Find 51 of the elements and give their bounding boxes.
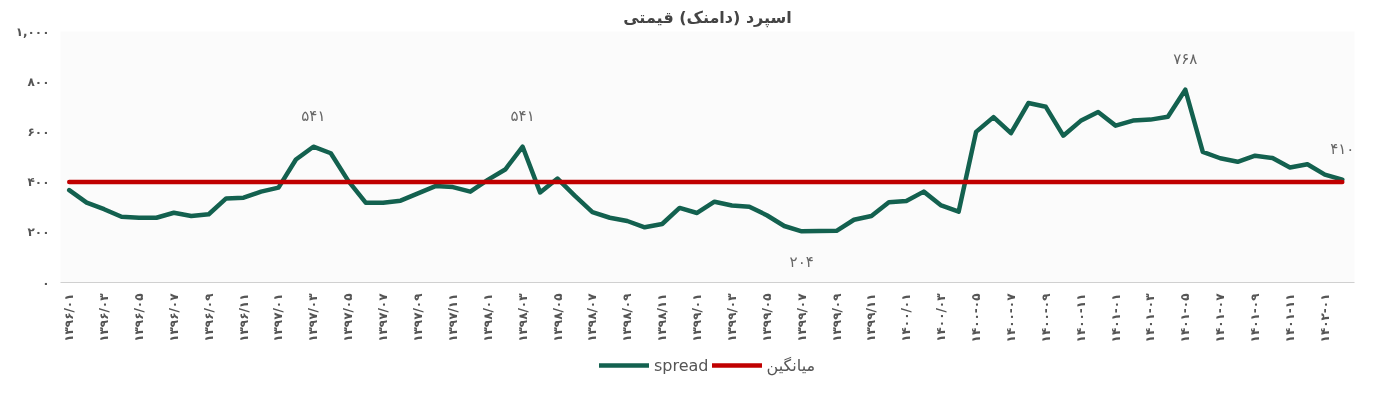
x-tick-label: ۱۳۹۹/۰۳	[724, 292, 739, 342]
x-tick-label: ۱۳۹۹/۰۹	[829, 292, 844, 342]
x-tick-label: ۱۳۹۷/۰۱	[271, 293, 286, 342]
x-tick-label: ۱۳۹۹/۰۷	[794, 292, 809, 342]
y-tick-label: ۴۰۰	[27, 175, 50, 190]
x-tick-label: ۱۳۹۸/۰۷	[585, 292, 600, 342]
x-tick-label: ۱۳۹۶/۰۳	[97, 292, 112, 342]
x-tick-label: ۱۴۰۱-۰۱	[1108, 293, 1123, 343]
x-tick-label: ۱۳۹۶/۰۹	[201, 292, 216, 342]
x-tick-label: ۱۴۰۰-۰۷	[1003, 292, 1018, 343]
x-tick-label: ۱۳۹۷/۰۷	[376, 292, 391, 342]
x-tick-label: ۱۴۰۱-۰۹	[1248, 292, 1263, 343]
x-tick-label: ۱۴۰۲-۰۱	[1317, 293, 1332, 343]
x-tick-label: ۱۳۹۷/۰۵	[341, 293, 356, 342]
x-tick-label: ۱۳۹۸/۰۱	[480, 293, 495, 342]
x-tick-label: ۱۴۰۰/۰۱	[899, 293, 914, 342]
data-label: ۵۴۱	[301, 106, 326, 125]
x-tick-label: ۱۳۹۸/۰۵	[550, 293, 565, 342]
x-tick-label: ۱۳۹۹/۰۵	[759, 293, 774, 342]
x-tick-label: ۱۳۹۶/۱۱	[236, 293, 251, 342]
data-label: ۷۶۸	[1173, 49, 1198, 68]
x-tick-label: ۱۳۹۷/۱۱	[445, 293, 460, 342]
chart-title: اسپرد (دامنک) قیمتی	[623, 7, 792, 28]
y-tick-label: ۱,۰۰۰	[15, 24, 50, 39]
y-tick-label: ۰	[42, 275, 50, 290]
x-tick-label: ۱۳۹۸/۱۱	[655, 293, 670, 342]
x-tick-label: ۱۴۰۱-۰۵	[1178, 293, 1193, 343]
x-tick-label: ۱۳۹۷/۰۳	[306, 292, 321, 342]
data-label: ۴۱۰	[1330, 139, 1355, 158]
x-tick-label: ۱۳۹۹/۰۱	[690, 293, 705, 342]
y-tick-label: ۲۰۰	[27, 225, 50, 240]
legend-label: میانگین	[766, 355, 816, 375]
legend-label: spread	[653, 355, 709, 375]
x-tick-label: ۱۴۰۱-۰۷	[1213, 292, 1228, 343]
x-tick-label: ۱۳۹۷/۰۹	[411, 292, 426, 342]
x-tick-label: ۱۴۰۱-۱۱	[1282, 293, 1297, 343]
x-tick-label: ۱۴۰۰/۰۳	[934, 292, 949, 342]
y-tick-label: ۸۰۰	[27, 74, 50, 89]
x-tick-label: ۱۳۹۸/۰۳	[515, 292, 530, 342]
x-tick-label: ۱۴۰۱-۰۳	[1143, 292, 1158, 343]
x-tick-label: ۱۴۰۰-۱۱	[1073, 293, 1088, 343]
data-label: ۵۴۱	[510, 106, 535, 125]
x-tick-label: ۱۳۹۶/۰۱	[62, 293, 77, 342]
x-tick-label: ۱۳۹۸/۰۹	[620, 292, 635, 342]
x-tick-label: ۱۴۰۰-۰۵	[969, 293, 984, 343]
x-tick-label: ۱۴۰۰-۰۹	[1038, 292, 1053, 343]
y-tick-label: ۶۰۰	[27, 124, 50, 139]
x-tick-label: ۱۳۹۶/۰۷	[166, 292, 181, 342]
data-label: ۲۰۴	[789, 253, 814, 272]
x-tick-label: ۱۳۹۹/۱۱	[864, 293, 879, 342]
x-tick-label: ۱۳۹۶/۰۵	[131, 293, 146, 342]
